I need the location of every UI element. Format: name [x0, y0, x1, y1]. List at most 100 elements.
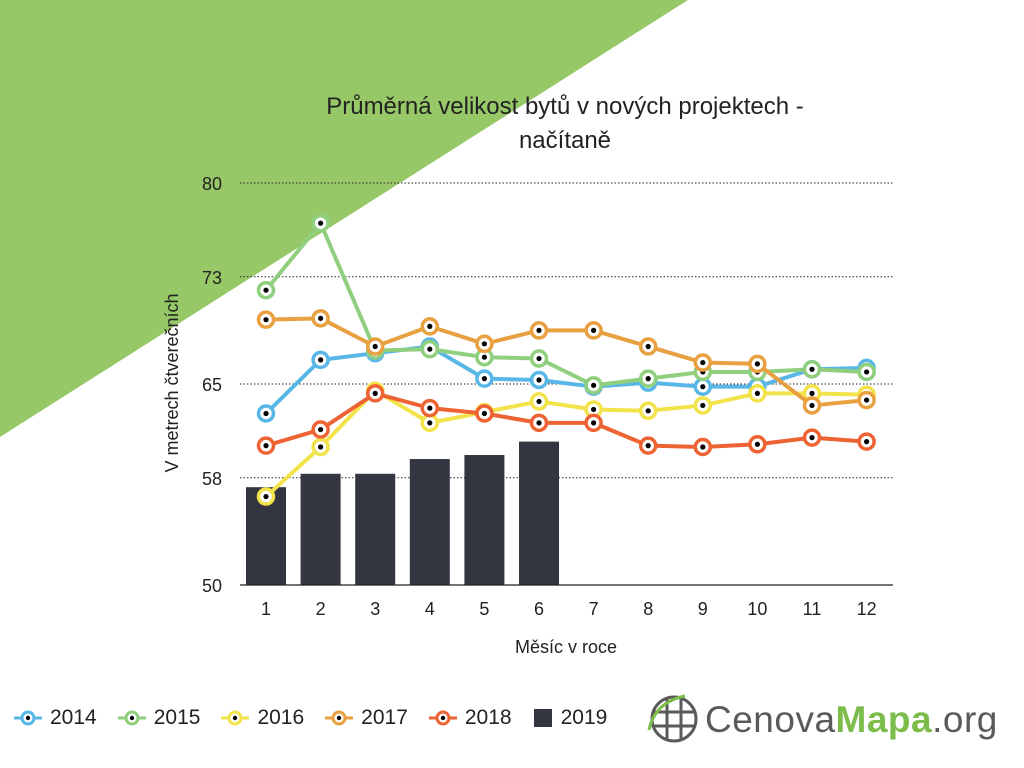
point-center-2018-1 [263, 443, 269, 449]
point-center-2015-11 [809, 366, 815, 372]
point-center-2018-11 [809, 435, 815, 441]
point-center-2015-8 [645, 376, 651, 382]
legend-item-2015: 2015 [117, 706, 201, 730]
x-tick-label: 4 [425, 599, 435, 619]
brand-text-mapa: Mapa [835, 699, 933, 740]
point-center-2017-1 [263, 317, 269, 323]
point-center-2017-12 [864, 397, 870, 403]
point-center-2017-5 [481, 341, 487, 347]
point-center-2017-11 [809, 402, 815, 409]
bar-2019-4 [409, 459, 450, 585]
point-center-2015-2 [318, 220, 324, 226]
legend-item-2019: 2019 [533, 706, 608, 730]
point-center-2015-5 [481, 354, 487, 360]
brand-text-cenova: Cenova [705, 699, 836, 740]
axes: 1 2 3 4 5 6 7 8 9 10 11 12 [240, 584, 893, 619]
bar-2019-6 [519, 441, 559, 585]
brand-wordmark: CenovaMapa.org [705, 698, 998, 742]
line-series [256, 213, 876, 506]
point-center-2016-6 [536, 398, 542, 405]
x-tick-label: 1 [261, 599, 271, 619]
point-center-2014-6 [536, 377, 542, 383]
point-center-2014-2 [318, 357, 324, 363]
x-axis-title: Měsíc v roce [515, 637, 617, 657]
legend: 2014 2015 2016 2017 2018 2019 [14, 704, 628, 732]
point-center-2015-7 [591, 382, 597, 388]
globe-grid-icon [647, 694, 698, 743]
point-center-2014-5 [481, 376, 487, 382]
y-tick-label: 58 [202, 469, 222, 489]
series-2015 [256, 213, 876, 395]
point-center-2018-2 [318, 426, 324, 433]
chart-title-line-2: načítaně [518, 127, 612, 154]
legend-label-2014: 2014 [50, 706, 97, 729]
y-tick-label: 65 [202, 375, 222, 395]
point-center-2015-6 [536, 355, 542, 362]
bar-2019-5 [464, 455, 505, 585]
point-center-2018-9 [700, 444, 706, 450]
point-center-2015-12 [864, 369, 870, 375]
x-tick-label: 12 [857, 599, 877, 619]
legend-swatch-2019 [533, 709, 552, 727]
legend-item-2017: 2017 [325, 706, 408, 730]
x-tick-label: 2 [316, 599, 326, 619]
y-tick-label: 80 [202, 174, 222, 194]
brand-logo: CenovaMapa.org [645, 688, 1015, 752]
bar-2019-3 [355, 473, 396, 585]
series-2016 [256, 381, 876, 506]
x-tick-label: 7 [589, 599, 599, 619]
legend-label-2019: 2019 [560, 706, 608, 729]
legend-item-2018: 2018 [428, 706, 512, 730]
point-center-2017-8 [645, 343, 651, 350]
series-line-2017 [265, 316, 867, 408]
series-2017 [256, 309, 876, 415]
point-center-2018-6 [536, 420, 542, 426]
legend-item-2014: 2014 [14, 706, 97, 730]
x-tick-label: 6 [534, 599, 544, 619]
y-axis-title: V metrech čtverečních [162, 293, 182, 472]
point-center-2018-7 [591, 420, 597, 426]
point-center-2016-4 [427, 420, 433, 426]
point-center-2015-1 [263, 287, 269, 293]
series-2018 [256, 384, 876, 457]
point-center-2016-11 [809, 390, 815, 396]
chart-title-line-1: Průměrná velikost bytů v nových projekte… [326, 93, 804, 120]
x-tick-label: 9 [698, 599, 708, 619]
point-center-2017-10 [754, 361, 761, 367]
point-center-2017-2 [318, 315, 324, 321]
bar-2019-2 [300, 473, 341, 585]
legend-label-2015: 2015 [153, 706, 201, 729]
chart-title: Průměrná velikost bytů v nových projekte… [240, 90, 890, 158]
legend-label-2018: 2018 [464, 706, 512, 729]
series-line-2018 [265, 391, 867, 449]
x-tick-label: 5 [479, 599, 489, 619]
bar-series-2019 [246, 441, 559, 585]
point-center-2018-3 [372, 390, 378, 396]
legend-swatch-2017 [325, 710, 354, 726]
series-line-2015 [264, 221, 867, 388]
point-center-2017-4 [427, 323, 433, 329]
point-center-2017-9 [700, 359, 706, 366]
legend-label-2016: 2016 [257, 706, 305, 729]
legend-swatch-2016 [221, 710, 250, 726]
point-center-2016-10 [754, 390, 761, 396]
point-center-2018-5 [481, 410, 487, 417]
point-center-2017-6 [536, 327, 542, 333]
legend-label-2017: 2017 [361, 706, 408, 729]
x-tick-label: 10 [747, 599, 767, 619]
point-center-2014-9 [700, 384, 706, 390]
point-center-2017-3 [372, 343, 378, 350]
x-tick-label: 8 [643, 599, 653, 619]
x-tick-label: 11 [803, 599, 822, 619]
point-center-2016-8 [645, 408, 651, 414]
point-center-2014-1 [263, 410, 269, 417]
point-center-2018-10 [754, 441, 761, 447]
point-center-2015-4 [427, 346, 433, 352]
point-center-2018-8 [645, 443, 651, 449]
point-center-2016-7 [591, 406, 597, 413]
point-center-2017-7 [591, 327, 597, 333]
point-center-2016-9 [700, 402, 706, 409]
